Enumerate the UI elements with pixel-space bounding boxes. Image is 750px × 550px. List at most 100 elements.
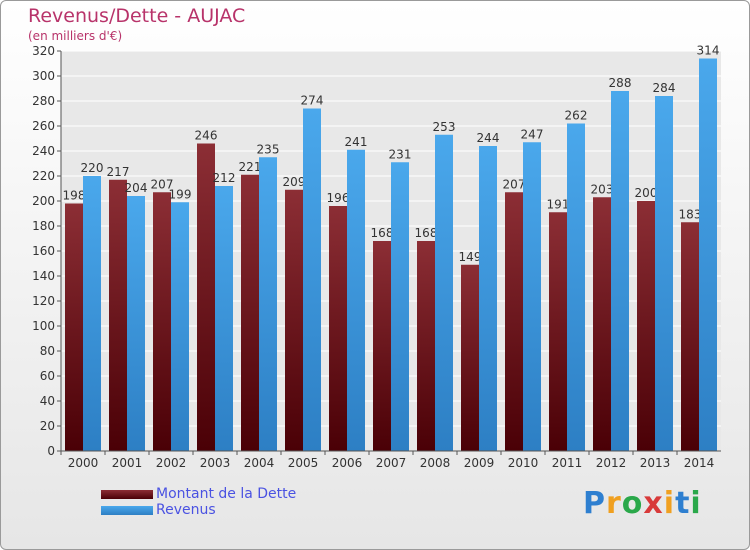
- y-tick-label: 160: [32, 244, 55, 258]
- x-tick-label: 2002: [156, 456, 187, 470]
- y-tick-label: 40: [40, 394, 55, 408]
- y-tick-label: 0: [47, 444, 55, 458]
- x-tick-label: 2008: [420, 456, 451, 470]
- logo-letter: r: [606, 486, 622, 521]
- logo-letter: t: [675, 486, 691, 521]
- x-tick-label: 2005: [288, 456, 319, 470]
- data-label-dette: 200: [635, 186, 658, 200]
- y-tick-label: 60: [40, 369, 55, 383]
- bar-revenus: [699, 58, 717, 451]
- bar-revenus: [259, 157, 277, 451]
- data-label-revenus: 199: [169, 187, 192, 201]
- data-label-dette: 183: [679, 207, 702, 221]
- logo-letter: x: [643, 486, 664, 521]
- bar-revenus: [347, 149, 365, 451]
- data-label-revenus: 212: [213, 171, 236, 185]
- bar-dette: [285, 189, 303, 451]
- data-label-dette: 209: [283, 175, 306, 189]
- bar-revenus: [83, 176, 101, 451]
- bar-dette: [417, 241, 435, 451]
- data-label-dette: 221: [239, 160, 262, 174]
- data-label-dette: 207: [151, 177, 174, 191]
- bar-revenus: [611, 91, 629, 451]
- bar-revenus: [303, 108, 321, 451]
- data-label-revenus: 231: [389, 147, 412, 161]
- axes: 0 20 40 60 80 100 120 140 160 180 200 220 240 260 280 3…: [32, 44, 721, 470]
- data-label-revenus: 274: [301, 94, 324, 108]
- bar-dette: [505, 192, 523, 451]
- bar-dette: [373, 241, 391, 451]
- bar-dette: [197, 143, 215, 451]
- y-tick-label: 20: [40, 419, 55, 433]
- bar-dette: [153, 192, 171, 451]
- data-label-revenus: 220: [81, 161, 104, 175]
- y-tick-label: 280: [32, 94, 55, 108]
- legend-swatch-revenus: [101, 506, 153, 515]
- x-tick-label: 2001: [112, 456, 143, 470]
- legend-label-dette: Montant de la Dette: [156, 486, 297, 502]
- data-label-dette: 207: [503, 177, 526, 191]
- y-tick-label: 140: [32, 269, 55, 283]
- bar-revenus: [127, 196, 145, 451]
- y-tick-label: 180: [32, 219, 55, 233]
- data-label-dette: 168: [371, 226, 394, 240]
- data-label-dette: 196: [327, 191, 350, 205]
- chart-subtitle: (en milliers d'€): [28, 29, 123, 43]
- data-label-revenus: 247: [521, 127, 544, 141]
- y-tick-label: 220: [32, 169, 55, 183]
- legend-swatch-dette: [101, 490, 153, 499]
- y-tick-label: 300: [32, 69, 55, 83]
- bar-revenus: [523, 142, 541, 451]
- chart-title: Revenus/Dette - AUJAC: [28, 5, 246, 27]
- proxiti-logo: Proxiti: [583, 486, 702, 521]
- x-tick-label: 2010: [508, 456, 539, 470]
- logo-letter: i: [690, 486, 702, 521]
- x-tick-label: 2007: [376, 456, 407, 470]
- data-label-revenus: 241: [345, 135, 368, 149]
- bar-revenus: [171, 202, 189, 451]
- bar-revenus: [567, 123, 585, 451]
- data-label-dette: 217: [107, 165, 130, 179]
- bar-revenus: [479, 146, 497, 451]
- bar-revenus: [435, 134, 453, 451]
- logo-letter: i: [663, 486, 676, 521]
- bar-revenus: [391, 162, 409, 451]
- bar-revenus: [655, 96, 673, 451]
- logo-letter: P: [583, 486, 606, 521]
- bar-dette: [549, 212, 567, 451]
- x-tick-label: 2014: [684, 456, 715, 470]
- data-label-revenus: 253: [433, 120, 456, 134]
- data-label-revenus: 284: [653, 81, 676, 95]
- data-label-dette: 203: [591, 182, 614, 196]
- data-label-dette: 246: [195, 129, 218, 143]
- bar-dette: [461, 264, 479, 451]
- y-tick-label: 120: [32, 294, 55, 308]
- y-tick-label: 240: [32, 144, 55, 158]
- data-label-dette: 168: [415, 226, 438, 240]
- data-label-dette: 191: [547, 197, 570, 211]
- bar-dette: [109, 179, 127, 451]
- bar-dette: [593, 197, 611, 451]
- x-tick-label: 2003: [200, 456, 231, 470]
- x-tick-label: 2013: [640, 456, 671, 470]
- bar-dette: [65, 203, 83, 451]
- y-tick-label: 320: [32, 44, 55, 58]
- x-tick-label: 2000: [68, 456, 99, 470]
- logo-letter: o: [621, 486, 644, 521]
- data-label-revenus: 288: [609, 76, 632, 90]
- legend-label-revenus: Revenus: [156, 502, 216, 518]
- data-label-revenus: 262: [565, 109, 588, 123]
- bar-revenus: [215, 186, 233, 451]
- y-tick-label: 100: [32, 319, 55, 333]
- bar-dette: [681, 222, 699, 451]
- data-label-revenus: 244: [477, 131, 500, 145]
- bar-dette: [637, 201, 655, 451]
- bar-dette: [329, 206, 347, 451]
- data-label-dette: 149: [459, 250, 482, 264]
- data-label-dette: 198: [63, 189, 86, 203]
- y-tick-label: 260: [32, 119, 55, 133]
- y-tick-label: 200: [32, 194, 55, 208]
